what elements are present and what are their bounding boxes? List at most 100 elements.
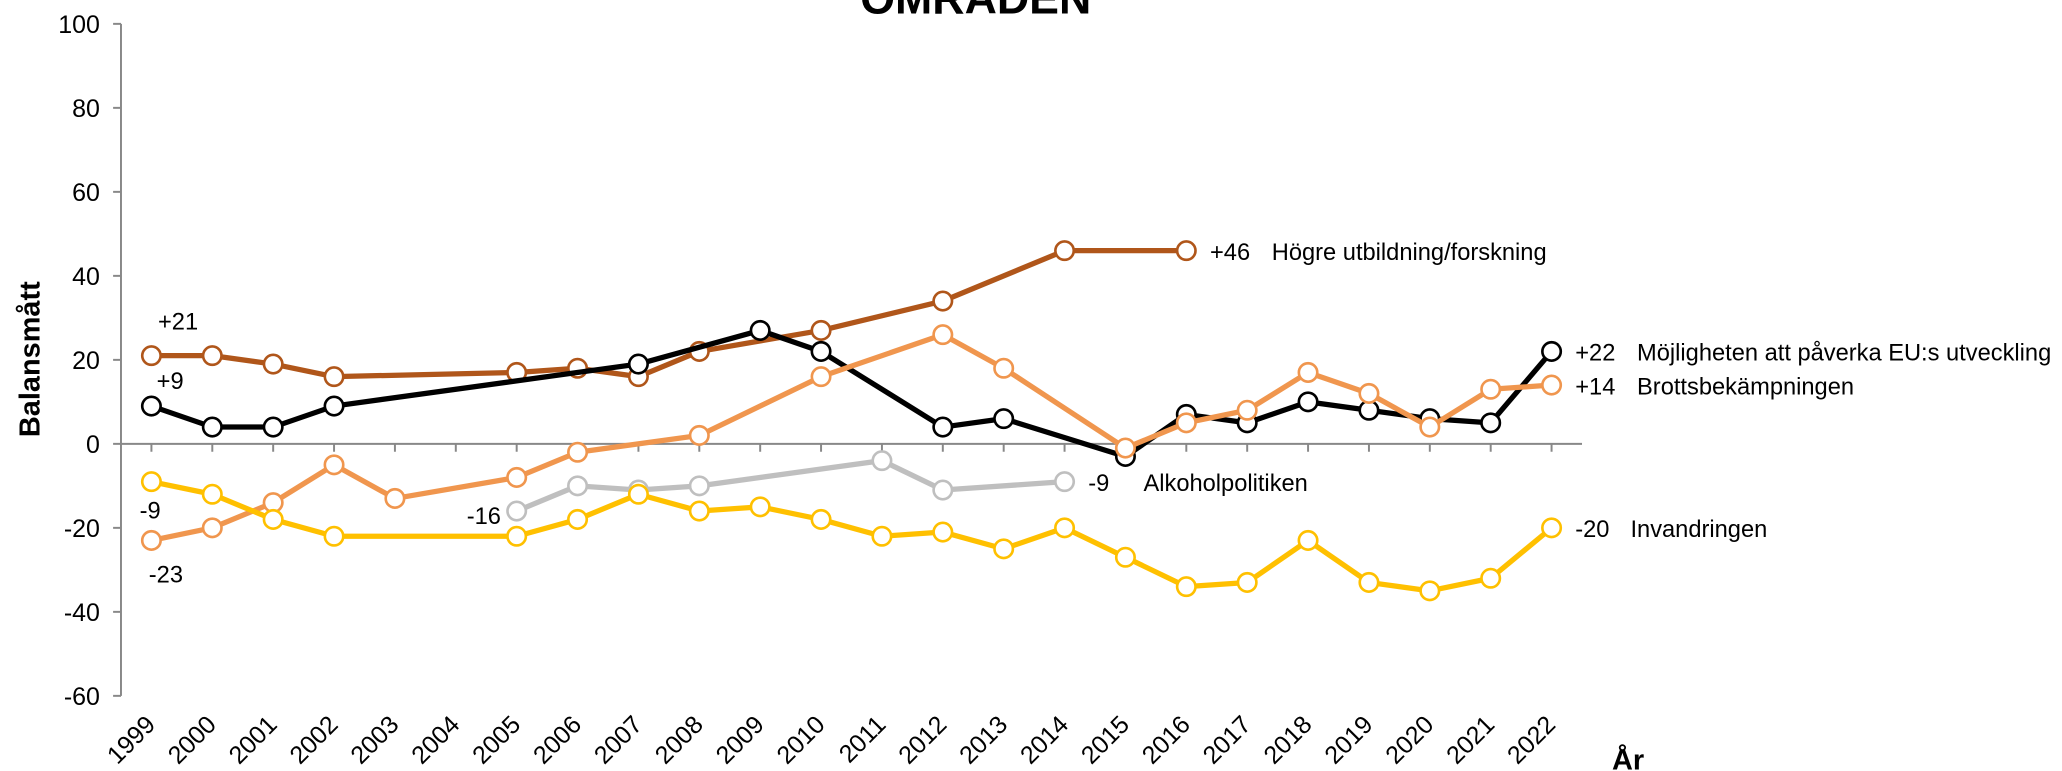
x-tick-label: 2007 xyxy=(589,711,648,770)
x-tick-label: 2015 xyxy=(1076,711,1135,770)
start-label: +9 xyxy=(157,369,184,395)
point xyxy=(506,525,528,547)
point xyxy=(201,483,223,505)
point xyxy=(1236,399,1258,421)
x-tick-label: 2000 xyxy=(163,711,222,770)
point xyxy=(810,508,832,530)
point xyxy=(810,366,832,388)
x-tick-label: 2014 xyxy=(1015,710,1074,769)
point xyxy=(1358,382,1380,404)
x-tick-label: 2019 xyxy=(1319,711,1378,770)
point xyxy=(567,508,589,530)
end-label: +14 xyxy=(1575,374,1615,400)
point xyxy=(567,441,589,463)
point xyxy=(993,357,1015,379)
series-line xyxy=(150,479,1554,594)
x-tick-label: 2002 xyxy=(284,711,343,770)
x-tick-label: 2017 xyxy=(1198,711,1257,770)
y-tick-label: 60 xyxy=(72,179,100,207)
x-tick-label: 2013 xyxy=(954,711,1013,770)
point xyxy=(749,319,771,341)
point xyxy=(323,395,345,417)
point xyxy=(993,538,1015,560)
end-label: +46 xyxy=(1210,240,1250,266)
y-tick-label: 100 xyxy=(58,11,100,39)
point xyxy=(140,471,162,493)
series-name: Brottsbekämpningen xyxy=(1637,374,1854,400)
point xyxy=(810,319,832,341)
point xyxy=(871,450,893,472)
point xyxy=(1480,412,1502,434)
point xyxy=(932,479,954,501)
series-line xyxy=(150,327,1554,460)
point xyxy=(201,345,223,367)
x-tick-label: 2016 xyxy=(1137,711,1196,770)
start-label: +21 xyxy=(158,309,198,335)
point xyxy=(688,500,710,522)
point xyxy=(688,475,710,497)
x-tick-label: 2021 xyxy=(1441,711,1500,770)
end-label: -20 xyxy=(1575,517,1609,543)
series-name: Högre utbildning/forskning xyxy=(1272,240,1547,266)
y-tick-label: -40 xyxy=(64,599,100,627)
point xyxy=(1054,240,1076,262)
point xyxy=(506,500,528,522)
start-label: -16 xyxy=(467,504,501,530)
start-label: -9 xyxy=(140,498,161,524)
point xyxy=(384,487,406,509)
point xyxy=(1175,412,1197,434)
point xyxy=(1297,361,1319,383)
point xyxy=(688,424,710,446)
point xyxy=(1236,571,1258,593)
x-tick-label: 2006 xyxy=(528,711,587,770)
y-tick-label: 40 xyxy=(72,263,100,291)
point xyxy=(1541,517,1563,539)
point xyxy=(1480,567,1502,589)
x-tick-label: 2018 xyxy=(1258,711,1317,770)
x-tick-label: 2004 xyxy=(406,710,465,769)
point xyxy=(140,345,162,367)
point xyxy=(810,340,832,362)
series-line xyxy=(150,332,1552,544)
point xyxy=(1480,378,1502,400)
y-tick-label: 20 xyxy=(72,347,100,375)
series-line xyxy=(515,458,1065,514)
point xyxy=(1541,340,1563,362)
x-tick-label: 2005 xyxy=(467,711,526,770)
point xyxy=(201,416,223,438)
point xyxy=(323,366,345,388)
x-tick-label: 1999 xyxy=(102,711,161,770)
point xyxy=(871,525,893,547)
series-name: Möjligheten att påverka EU:s utveckling xyxy=(1637,340,2051,367)
point xyxy=(323,454,345,476)
point xyxy=(140,529,162,551)
series-name: Alkoholpolitiken xyxy=(1143,471,1307,497)
point xyxy=(262,416,284,438)
point xyxy=(932,521,954,543)
point xyxy=(1175,576,1197,598)
point xyxy=(1054,471,1076,493)
x-tick-label: 2012 xyxy=(893,711,952,770)
point xyxy=(993,408,1015,430)
y-tick-label: -20 xyxy=(64,515,100,543)
point xyxy=(506,466,528,488)
x-tick-label: 2008 xyxy=(650,711,709,770)
point xyxy=(1054,517,1076,539)
x-tick-label: 2003 xyxy=(345,711,404,770)
y-tick-label: -60 xyxy=(64,683,100,711)
point xyxy=(567,475,589,497)
start-label: -23 xyxy=(149,563,183,589)
point xyxy=(262,508,284,530)
end-label: +22 xyxy=(1575,341,1615,367)
point xyxy=(932,290,954,312)
x-tick-label: 2011 xyxy=(834,711,892,769)
point xyxy=(140,395,162,417)
chart-title: OMRÅDEN xyxy=(860,0,1091,23)
y-tick-label: 0 xyxy=(86,431,100,459)
point xyxy=(749,496,771,518)
point xyxy=(1419,580,1441,602)
point xyxy=(1297,391,1319,413)
y-axis-label: Balansmått xyxy=(14,281,46,437)
point xyxy=(1114,437,1136,459)
